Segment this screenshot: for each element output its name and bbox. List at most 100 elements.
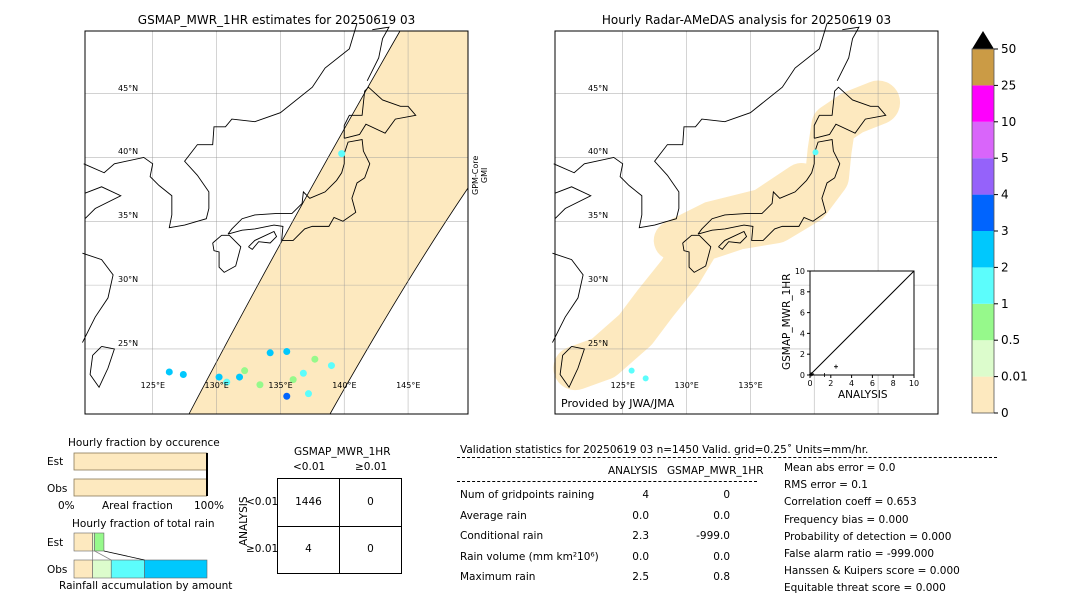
total-rain-chart (73, 532, 208, 579)
colorbar-segment (972, 158, 994, 195)
rain-cell (299, 369, 307, 377)
validation-header: Validation statistics for 20250619 03 n=… (460, 444, 869, 456)
colorbar-segment (972, 49, 994, 86)
stat-label: Average rain (460, 509, 527, 522)
score-line: RMS error = 0.1 (784, 479, 868, 492)
rain-cell (179, 371, 187, 379)
total-rain-obs-label: Obs (47, 564, 68, 576)
colorbar-label: 0 (1001, 406, 1009, 420)
lon-label: 125°E (140, 381, 165, 390)
score-line: False alarm ratio = -999.000 (784, 548, 935, 560)
stat-analysis: 4 (642, 489, 649, 501)
lon-label: 130°E (674, 381, 699, 390)
x-tick-label: 0 (807, 379, 812, 388)
coastline-china (554, 186, 592, 220)
right-map-title: Hourly Radar-AMeDAS analysis for 2025061… (601, 13, 892, 27)
colorbar-segment (972, 231, 994, 268)
occurrence-xmin: 0% (58, 500, 75, 512)
stat-gsmap: 0 (723, 489, 730, 501)
divider (457, 481, 757, 482)
left-map (82, 23, 469, 415)
coastline-sakhalin (836, 26, 860, 82)
coastline-shikoku (718, 230, 748, 250)
map-frame (554, 30, 939, 415)
rain-cell (327, 362, 335, 370)
rain-cell (304, 390, 312, 398)
contingency-cell: 0 (367, 496, 374, 508)
scatter-point (834, 364, 838, 369)
colorbar-segment (972, 267, 994, 304)
colorbar-segment (972, 194, 994, 231)
colorbar-segment (972, 376, 994, 413)
occurrence-chart (73, 452, 208, 497)
rain-cell (223, 378, 231, 386)
rain-cell (812, 149, 819, 156)
coastline-hokkaido (343, 86, 417, 139)
lat-label: 35°N (588, 211, 609, 221)
total-rain-est-label: Est (47, 537, 64, 549)
est-segment (73, 532, 93, 552)
connector-line (103, 550, 145, 561)
sensor-label: GPM-Core (471, 155, 480, 195)
score-line: Mean abs error = 0.0 (784, 462, 896, 474)
occurrence-xlabel: Areal fraction (102, 500, 173, 512)
rain-cell (256, 381, 264, 389)
colorbar-label: 2 (1001, 260, 1009, 274)
rain-cell (266, 349, 274, 357)
y-tick-label: 6 (800, 309, 805, 318)
x-tick-label: 4 (849, 379, 854, 388)
score-line: Correlation coeff = 0.653 (784, 496, 917, 509)
contingency-cell: 4 (305, 543, 312, 555)
rain-cell (338, 150, 346, 158)
coastline-honshu (697, 139, 841, 241)
x-tick-label: 6 (870, 379, 875, 388)
col-gsmap: GSMAP_MWR_1HR (667, 465, 764, 477)
stat-analysis: 2.3 (632, 530, 649, 542)
rain-cell (311, 355, 319, 363)
score-line: Probability of detection = 0.000 (784, 530, 952, 543)
scatter-xlabel: ANALYSIS (838, 389, 888, 401)
x-tick-label: 8 (891, 379, 896, 388)
rain-cell (283, 392, 291, 400)
est-segment (94, 532, 105, 552)
colorbar-segment (972, 303, 994, 341)
stat-label: Num of gridpoints raining (460, 489, 595, 501)
rain-cell (289, 376, 297, 384)
sensor-label: GMI (480, 167, 489, 184)
scatter-plot: 00 2 2 4 4 6 6 8 8 10 10 (795, 267, 919, 388)
stat-analysis: 0.0 (632, 550, 649, 563)
colorbar-label: 0.01 (1001, 370, 1028, 384)
lat-label: 30°N (588, 275, 609, 285)
est-bar (73, 452, 208, 471)
rain-cell (215, 373, 223, 381)
contingency-table: 1446 0 4 0 (277, 478, 402, 574)
connector-line (94, 550, 112, 561)
colorbar-label: 3 (1001, 224, 1009, 238)
score-line: Frequency bias = 0.000 (784, 513, 909, 526)
stat-analysis: 2.5 (632, 571, 649, 583)
lat-label: 25°N (118, 338, 139, 348)
total-rain-title: Hourly fraction of total rain (72, 518, 215, 530)
occurrence-est-label: Est (47, 456, 64, 468)
lon-label: 140°E (332, 381, 357, 390)
radar-coverage (653, 162, 822, 261)
contingency-row-label: ≥0.01 (246, 543, 279, 555)
lat-label: 45°N (588, 83, 609, 93)
obs-segment (92, 559, 112, 579)
x-tick-label: 10 (909, 379, 919, 388)
colorbar-label: 0.5 (1001, 333, 1020, 347)
coastline-china2 (552, 252, 584, 343)
y-tick-label: 8 (800, 288, 805, 297)
contingency-cell: 1446 (295, 496, 322, 508)
coastline-shikoku (248, 230, 278, 250)
coastline-korea (83, 23, 358, 229)
coastline-kyushu (682, 234, 712, 273)
colorbar-segment (972, 121, 994, 159)
occurrence-xmax: 100% (194, 500, 225, 512)
lon-label: 125°E (610, 381, 635, 390)
lat-label: 40°N (588, 147, 609, 157)
colorbar-segment (972, 340, 994, 377)
stat-gsmap: 0.0 (713, 550, 730, 563)
contingency-col-title: GSMAP_MWR_1HR (294, 446, 391, 458)
total-rain-xlabel: Rainfall accumulation by amount (59, 580, 233, 592)
